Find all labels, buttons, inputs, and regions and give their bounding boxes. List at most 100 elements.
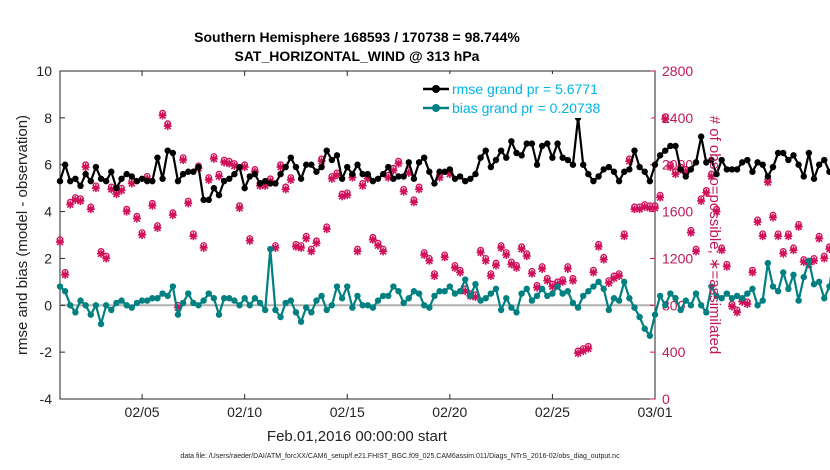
left-axis-ticks: -4 -2 0 2 4 6 8 10 [36, 63, 65, 407]
bias-point [641, 325, 648, 332]
rmse-point [651, 161, 659, 168]
bias-point [236, 302, 243, 309]
bias-point [179, 299, 187, 307]
rmse-point [395, 173, 402, 180]
bias-point [338, 295, 346, 302]
rmse-point [374, 175, 382, 182]
obs-possible-point [600, 253, 608, 261]
rmse-point [626, 166, 633, 173]
y-axis-right-label: # of obs: o=possible; ∗=assimilated [706, 116, 723, 355]
bias-point [431, 292, 438, 300]
bias-point [272, 306, 279, 314]
rmse-point [697, 133, 705, 140]
rmse-point [492, 156, 500, 164]
bias-point [292, 309, 300, 316]
bias-point [174, 311, 182, 318]
bias-point [72, 309, 79, 316]
obs-possible-point [297, 242, 305, 249]
obs-possible-point [692, 245, 700, 253]
obs-possible-point [271, 242, 279, 249]
y-left-tick-label: 10 [36, 63, 52, 79]
rmse-point [579, 161, 587, 168]
y-left-tick-label: 2 [44, 250, 52, 266]
obs-possible-point [687, 226, 695, 234]
bias-point [256, 299, 264, 307]
rmse-point [344, 163, 351, 171]
rmse-point [195, 163, 202, 171]
bias-point [759, 297, 766, 304]
rmse-point [687, 166, 695, 173]
bias-point [579, 292, 587, 300]
rmse-point [390, 175, 397, 182]
bias-point [718, 295, 725, 302]
bias-point [420, 302, 428, 309]
rmse-point [754, 159, 761, 166]
bias-point [138, 297, 146, 304]
rmse-point [364, 170, 371, 178]
bias-point [56, 283, 64, 290]
obs-possible-point [774, 230, 782, 238]
y-right-tick-label: 2400 [662, 110, 693, 126]
bias-point [733, 292, 741, 300]
obs-possible-point [236, 202, 243, 210]
obs-possible-point [359, 180, 367, 187]
rmse-point [677, 166, 684, 173]
rmse-point [369, 177, 377, 185]
bias-point [303, 304, 310, 311]
y-left-tick-label: -4 [40, 391, 53, 407]
rmse-point [436, 168, 443, 175]
obs-possible-point [395, 157, 402, 165]
rmse-point [323, 147, 330, 154]
bias-point [113, 299, 120, 307]
y-right-tick-label: 400 [662, 344, 686, 360]
obs-possible-point [769, 211, 777, 219]
bias-point [128, 304, 136, 311]
rmse-point [544, 140, 551, 147]
rmse-point [615, 177, 623, 185]
obs-possible-point [77, 195, 84, 203]
obs-possible-point [323, 223, 331, 231]
obs-possible-point [313, 237, 320, 245]
rmse-point [241, 184, 248, 192]
obs-possible-point [133, 212, 141, 220]
bias-point [354, 292, 361, 300]
y-left-tick-label: 4 [44, 204, 52, 220]
rmse-point [672, 142, 679, 150]
obs-possible-point [230, 160, 238, 167]
rmse-point [564, 156, 572, 164]
obs-possible-point [820, 252, 828, 260]
rmse-point [600, 166, 607, 173]
obs-possible-point [282, 183, 290, 191]
bias-point [359, 302, 366, 309]
bias-point [697, 302, 705, 309]
rmse-point [431, 180, 438, 187]
rmse-point [523, 140, 530, 147]
obs-possible-point [102, 252, 110, 260]
rmse-point [810, 175, 818, 182]
bias-point [810, 281, 818, 288]
chart-title-line2: SAT_HORIZONTAL_WIND @ 313 hPa [235, 48, 480, 64]
y-left-tick-label: -2 [40, 344, 53, 360]
bias-point [569, 299, 577, 307]
rmse-point [503, 154, 510, 161]
rmse-point [667, 142, 674, 150]
rmse-point [251, 170, 259, 178]
obs-possible-point [733, 306, 741, 314]
obs-possible-point [538, 263, 546, 271]
rmse-point [410, 175, 418, 182]
rmse-point [713, 170, 720, 178]
rmse-point [169, 149, 177, 157]
bias-point [544, 292, 551, 300]
rmse-point [87, 177, 94, 185]
obs-possible-point [497, 242, 505, 249]
rmse-point [764, 173, 772, 180]
y-left-tick-label: 0 [44, 297, 52, 313]
rmse-point [533, 161, 541, 168]
rmse-point [61, 161, 69, 168]
bias-point [441, 288, 448, 295]
obs-possible-point [56, 236, 64, 244]
bias-point [487, 290, 495, 297]
obs-possible-point [87, 203, 95, 211]
chart-title-line1: Southern Hemisphere 168593 / 170738 = 98… [194, 29, 520, 45]
bias-point [800, 273, 807, 281]
